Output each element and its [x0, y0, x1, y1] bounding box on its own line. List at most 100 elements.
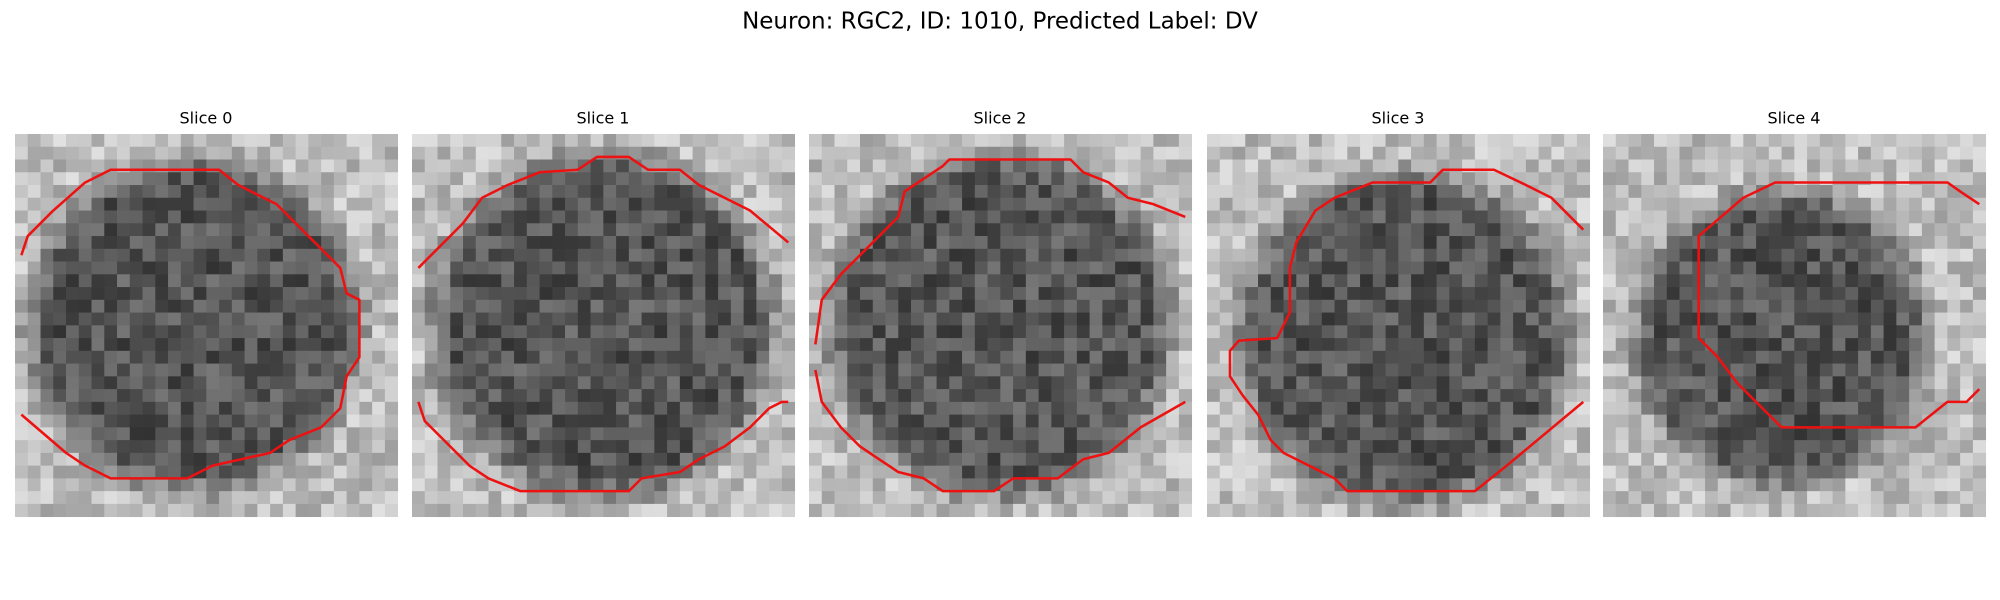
- pixel: [628, 236, 642, 250]
- pixel: [104, 248, 118, 262]
- pixel: [1178, 427, 1193, 441]
- pixel: [730, 185, 745, 199]
- pixel: [257, 274, 271, 288]
- pixel: [1679, 146, 1693, 160]
- pixel: [66, 299, 80, 313]
- pixel: [104, 503, 118, 518]
- pixel: [1309, 287, 1323, 301]
- pixel: [308, 159, 322, 173]
- pixel: [1513, 363, 1527, 377]
- pixel: [295, 210, 309, 224]
- pixel: [730, 236, 745, 250]
- pixel: [1115, 427, 1129, 441]
- pixel: [1207, 478, 1221, 492]
- pixel: [1576, 452, 1591, 467]
- pixel: [450, 146, 464, 160]
- pixel: [1089, 376, 1103, 390]
- pixel: [1360, 223, 1374, 237]
- pixel: [1398, 299, 1412, 313]
- pixel: [1140, 134, 1154, 148]
- pixel: [616, 185, 630, 199]
- pixel: [1717, 338, 1731, 352]
- pixel: [1870, 134, 1884, 148]
- pixel: [911, 159, 925, 173]
- pixel: [244, 465, 258, 479]
- pixel: [257, 414, 271, 428]
- pixel: [616, 440, 630, 454]
- pixel: [1768, 325, 1782, 339]
- pixel: [193, 401, 207, 415]
- pixel: [1513, 134, 1527, 148]
- pixel: [15, 261, 29, 275]
- pixel: [1538, 159, 1552, 173]
- pixel: [1960, 491, 1974, 505]
- pixel: [1743, 312, 1757, 326]
- pixel: [346, 134, 360, 148]
- pixel: [821, 491, 835, 505]
- pixel: [1538, 312, 1552, 326]
- pixel: [1411, 452, 1425, 467]
- pixel: [257, 350, 271, 364]
- pixel: [1666, 452, 1680, 467]
- pixel: [1538, 401, 1552, 415]
- pixel: [872, 465, 886, 479]
- pixel: [1064, 185, 1078, 199]
- pixel: [501, 185, 515, 199]
- pixel: [1076, 312, 1090, 326]
- pixel: [129, 389, 143, 403]
- pixel: [193, 440, 207, 454]
- pixel: [180, 401, 194, 415]
- pixel: [333, 210, 348, 224]
- pixel: [1883, 210, 1897, 224]
- pixel: [974, 503, 988, 518]
- pixel: [1794, 325, 1808, 339]
- pixel: [155, 427, 169, 441]
- pixel: [1781, 210, 1795, 224]
- pixel: [1398, 363, 1412, 377]
- pixel: [1756, 389, 1770, 403]
- pixel: [781, 338, 796, 352]
- pixel: [769, 389, 783, 403]
- pixel: [898, 274, 912, 288]
- pixel: [526, 287, 540, 301]
- pixel: [911, 134, 925, 148]
- pixel: [1178, 440, 1193, 454]
- pixel: [1564, 261, 1578, 275]
- pixel: [1794, 287, 1808, 301]
- pixel: [743, 248, 757, 262]
- pixel: [552, 350, 566, 364]
- pixel: [1972, 261, 1987, 275]
- pixel: [616, 401, 630, 415]
- pixel: [590, 299, 604, 313]
- pixel: [1921, 465, 1936, 479]
- pixel: [501, 376, 515, 390]
- pixel: [1768, 350, 1782, 364]
- pixel: [27, 236, 41, 250]
- pixel: [1309, 261, 1323, 275]
- pixel: [1717, 223, 1731, 237]
- pixel: [577, 210, 591, 224]
- pixel: [923, 261, 937, 275]
- pixel: [628, 401, 642, 415]
- pixel: [117, 197, 131, 211]
- pixel: [1781, 376, 1795, 390]
- pixel: [667, 427, 681, 441]
- pixel: [1449, 248, 1463, 262]
- pixel: [1564, 478, 1578, 492]
- pixel: [705, 299, 719, 313]
- pixel: [1666, 440, 1680, 454]
- pixel: [1972, 491, 1987, 505]
- pixel: [539, 172, 553, 186]
- pixel: [1921, 146, 1936, 160]
- pixel: [206, 299, 220, 313]
- pixel: [705, 491, 719, 505]
- pixel: [1883, 414, 1897, 428]
- pixel: [450, 185, 464, 199]
- pixel: [539, 236, 553, 250]
- pixel: [641, 401, 655, 415]
- pixel: [1423, 146, 1437, 160]
- pixel: [117, 299, 131, 313]
- pixel: [1064, 248, 1078, 262]
- pixel: [384, 478, 399, 492]
- pixel: [1000, 325, 1014, 339]
